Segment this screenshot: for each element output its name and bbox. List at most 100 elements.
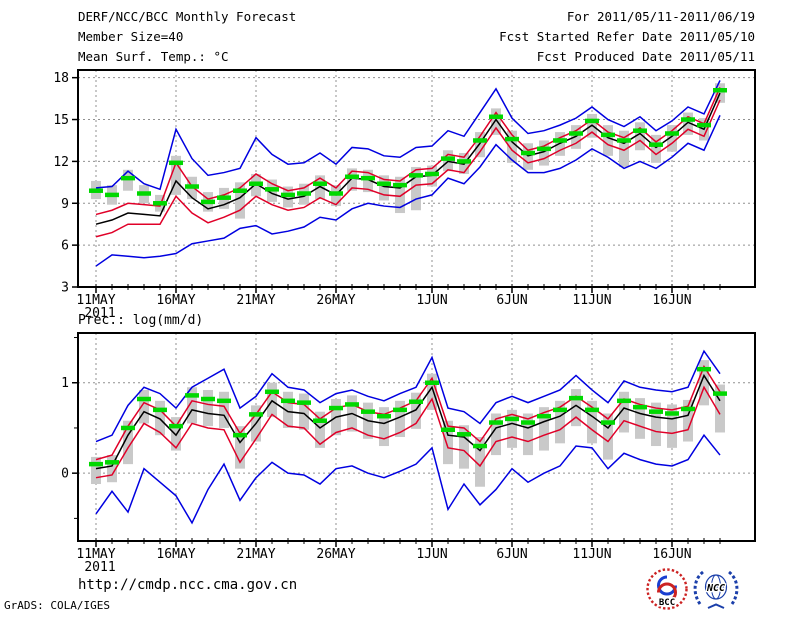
temperature-plot-frame xyxy=(77,69,756,288)
temperature-x-tick-label: 11MAY xyxy=(76,293,115,308)
precipitation-x-tick-label: 16MAY xyxy=(156,547,195,562)
precipitation-spread-bar xyxy=(491,413,501,456)
precipitation-spread-bar xyxy=(699,360,709,406)
fcst-produced-date-label: Fcst Produced Date 2011/05/11 xyxy=(536,49,755,64)
temperature-chart: 11MAY 16MAY 21MAY 26MAY 1JUN 6JUN 11JUN 16JUN 20… xyxy=(53,69,756,321)
precipitation-spread-bar xyxy=(315,411,325,448)
temperature-x-tick-label: 16MAY xyxy=(156,293,195,308)
precipitation-spread-bar xyxy=(123,420,133,465)
precipitation-spread-bar xyxy=(203,389,213,427)
header-row-2: Member Size=40 Fcst Started Refer Date 2… xyxy=(78,29,755,44)
precipitation-chart-title: Prec.: log(mm/d) xyxy=(78,313,204,328)
precipitation-x-tick-label: 11MAY xyxy=(76,547,115,562)
bcc-logo: BCC xyxy=(644,566,690,612)
precipitation-spread-bar xyxy=(411,392,421,429)
temperature-spread-bar xyxy=(507,130,517,163)
ncc-logo-wreath-base xyxy=(707,603,725,609)
member-size-label: Member Size=40 xyxy=(78,29,184,44)
precipitation-x-tick-label: 26MAY xyxy=(316,547,355,562)
temperature-x-tick-label: 6JUN xyxy=(496,293,527,308)
temperature-x-tick-label: 21MAY xyxy=(236,293,275,308)
precipitation-spread-bar xyxy=(283,391,293,428)
precipitation-member-max-line xyxy=(95,349,721,443)
temperature-spread-bar xyxy=(347,168,357,191)
temperature-y-tick-label: 12 xyxy=(53,155,69,170)
precipitation-spread-bar xyxy=(619,391,629,433)
temperature-spread-bar xyxy=(363,169,373,193)
precipitation-x-tick-label: 1JUN xyxy=(416,547,447,562)
temperature-spread-bar xyxy=(171,155,181,195)
temperature-y-tick-label: 15 xyxy=(53,113,69,128)
precipitation-spread-bar xyxy=(395,400,405,437)
ncc-logo-text: NCC xyxy=(706,583,725,594)
ncc-logo: NCC xyxy=(693,570,739,609)
temperature-spread-bar xyxy=(395,176,405,214)
precipitation-spread-bar xyxy=(219,391,229,428)
precipitation-spread-bar xyxy=(379,407,389,447)
temperature-spread-bar xyxy=(683,112,693,135)
temperature-y-tick-label: 18 xyxy=(53,71,69,86)
precipitation-spread-bar xyxy=(571,389,581,427)
fcst-refer-date-label: Fcst Started Refer Date 2011/05/10 xyxy=(499,29,755,44)
temperature-median-line xyxy=(95,92,721,225)
temperature-lower-quartile-line xyxy=(95,99,721,238)
precipitation-upper-quartile-line xyxy=(95,364,721,461)
precipitation-spread-bar xyxy=(651,402,661,447)
precipitation-spread-bar xyxy=(139,389,149,424)
temperature-y-tick-label: 3 xyxy=(61,281,69,296)
temperature-spread-bar xyxy=(411,166,421,211)
precipitation-member-min-line xyxy=(95,433,721,525)
temperature-x-tick-label: 26MAY xyxy=(316,293,355,308)
precipitation-x-tick-label: 21MAY xyxy=(236,547,275,562)
temperature-spread-bar xyxy=(603,125,613,156)
precipitation-median-line xyxy=(95,373,721,470)
precipitation-lower-quartile-line xyxy=(95,385,721,479)
page-title: DERF/NCC/BCC Monthly Forecast xyxy=(78,9,297,24)
precipitation-x-tick-label: 16JUN xyxy=(652,547,691,562)
bcc-logo-disc xyxy=(644,566,690,612)
precipitation-spread-bar xyxy=(587,400,597,444)
temperature-spread-bar xyxy=(619,130,629,167)
precipitation-spread-bar xyxy=(107,455,117,483)
temperature-spread-bar xyxy=(635,122,645,151)
temperature-x-axis-year: 2011 xyxy=(84,306,115,321)
precipitation-spread-bar xyxy=(635,398,645,439)
temperature-x-tick-label: 11JUN xyxy=(572,293,611,308)
temperature-spread-bar xyxy=(667,125,677,152)
precipitation-spread-bar xyxy=(155,400,165,436)
precipitation-y-tick-label: 1 xyxy=(61,376,69,391)
temperature-x-tick-label: 1JUN xyxy=(416,293,447,308)
precipitation-spread-bar xyxy=(667,404,677,448)
precipitation-spread-bar xyxy=(443,420,453,465)
precipitation-plot-frame xyxy=(77,332,756,542)
precipitation-spread-bar xyxy=(539,407,549,451)
precipitation-spread-bar xyxy=(603,413,613,460)
precipitation-spread-bar xyxy=(91,456,101,485)
precipitation-spread-bar xyxy=(459,425,469,469)
temperature-y-tick-label: 9 xyxy=(61,197,69,212)
precipitation-spread-bar xyxy=(715,384,725,433)
precipitation-spread-bar xyxy=(187,387,197,424)
temperature-member-min-line xyxy=(95,115,721,267)
bcc-logo-swirl-red xyxy=(657,582,677,603)
temperature-spread-bar xyxy=(651,134,661,163)
ncc-logo-wreath-left xyxy=(693,570,705,605)
temperature-spread-bar xyxy=(475,132,485,158)
precipitation-x-tick-label: 11JUN xyxy=(572,547,611,562)
precipitation-spread-bar xyxy=(475,437,485,487)
precipitation-y-tick-label: 0 xyxy=(61,467,69,482)
precipitation-x-axis-year: 2011 xyxy=(84,560,115,575)
temperature-x-tick-label: 16JUN xyxy=(652,293,691,308)
precipitation-spread-bar xyxy=(555,400,565,444)
header-row-1: DERF/NCC/BCC Monthly Forecast For 2011/0… xyxy=(78,9,755,24)
temperature-upper-quartile-line xyxy=(95,87,721,216)
ncc-logo-wreath-right xyxy=(727,570,739,605)
temperature-spread-bar xyxy=(235,182,245,219)
temperature-member-max-line xyxy=(95,80,721,191)
bcc-logo-text: BCC xyxy=(659,598,675,608)
precipitation-x-tick-label: 6JUN xyxy=(496,547,527,562)
header-row-3: Mean Surf. Temp.: °C Fcst Produced Date … xyxy=(78,49,755,64)
source-url-text: http://cmdp.ncc.cma.gov.cn xyxy=(78,577,298,593)
precipitation-spread-bar xyxy=(427,373,437,410)
